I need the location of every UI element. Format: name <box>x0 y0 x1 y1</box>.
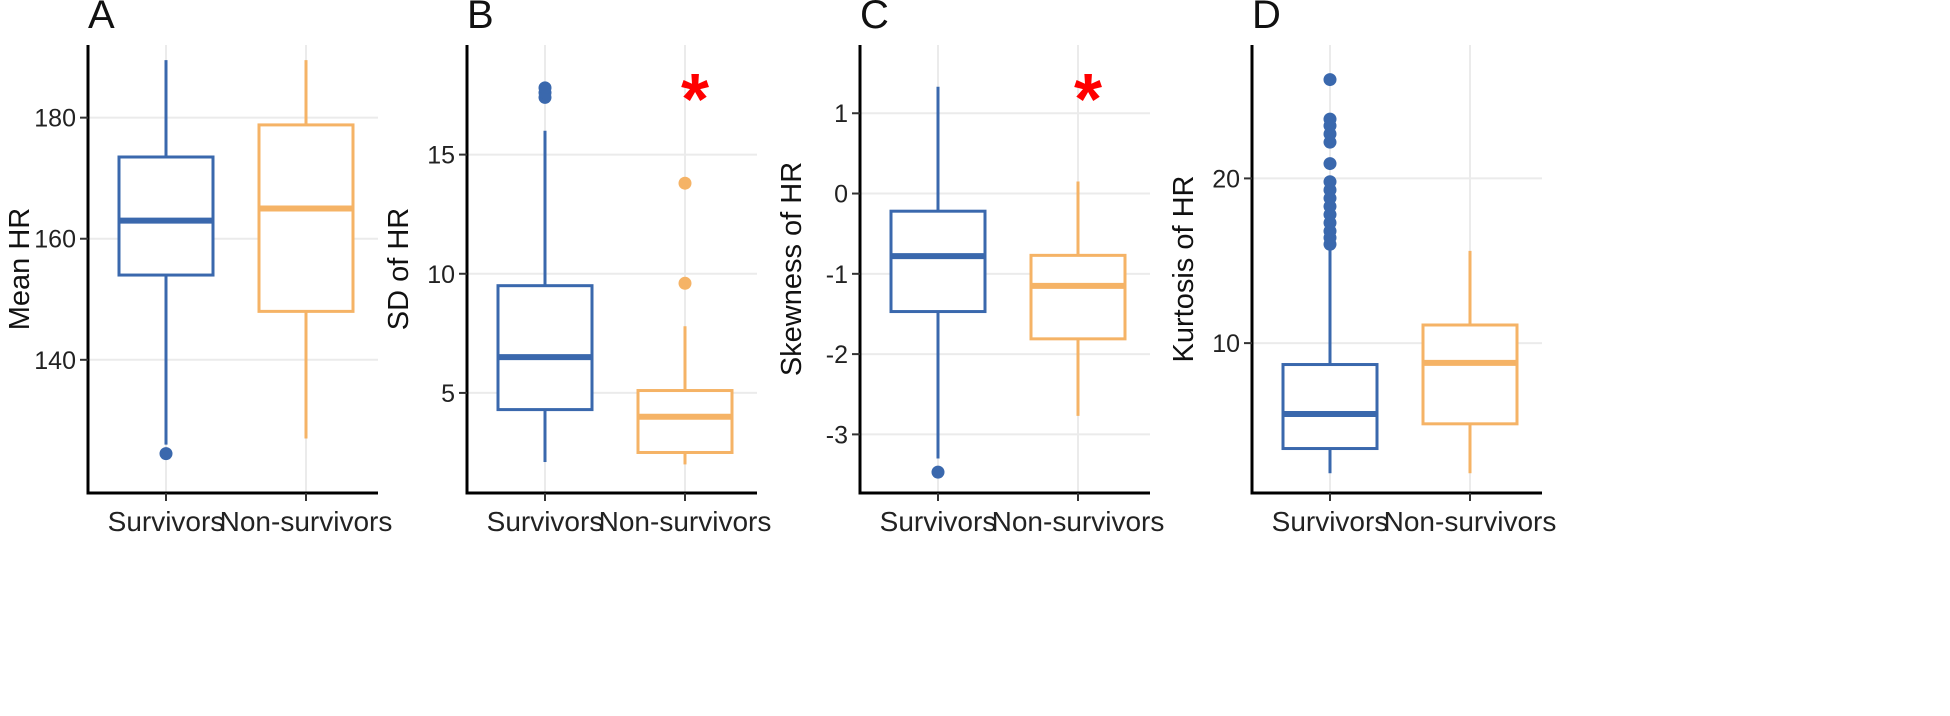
panel-label: D <box>1252 0 1281 37</box>
significance-star: * <box>681 60 709 140</box>
panel-label: A <box>88 0 115 37</box>
y-axis-title: Skewness of HR <box>776 162 808 376</box>
y-tick-label: 20 <box>1212 165 1240 193</box>
y-tick-label: 1 <box>834 100 848 128</box>
box-iqr <box>1281 363 1379 451</box>
box-iqr <box>636 389 734 454</box>
y-tick-label: 5 <box>441 380 455 408</box>
box-iqr <box>496 284 594 412</box>
outlier-point <box>1323 73 1337 87</box>
y-tick-label: -3 <box>826 421 848 449</box>
x-tick-label: Non-survivors <box>992 506 1165 537</box>
y-tick-label: 15 <box>427 142 455 170</box>
y-tick-label: 140 <box>34 347 76 375</box>
panel-label: C <box>860 0 889 37</box>
y-tick-label: -2 <box>826 341 848 369</box>
box-iqr <box>257 123 355 313</box>
outlier-point <box>931 465 945 479</box>
significance-star: * <box>1074 60 1102 140</box>
box-iqr <box>889 209 987 314</box>
y-axis-title: Mean HR <box>4 208 36 331</box>
box-survivors <box>496 81 594 463</box>
outlier-point <box>159 447 173 461</box>
y-axis-title: SD of HR <box>383 208 415 330</box>
box-iqr <box>1029 253 1127 341</box>
outlier-point <box>678 176 692 190</box>
outlier-point <box>1323 112 1337 126</box>
box-survivors <box>117 60 215 461</box>
panel-label: B <box>467 0 494 37</box>
box-non-survivors <box>257 60 355 439</box>
box-iqr <box>117 155 215 277</box>
y-axis-title: Kurtosis of HR <box>1168 176 1200 363</box>
y-tick-label: 160 <box>34 226 76 254</box>
x-tick-label: Survivors <box>487 506 604 537</box>
x-tick-label: Non-survivors <box>599 506 772 537</box>
box-survivors <box>1281 73 1379 474</box>
x-tick-label: Survivors <box>880 506 997 537</box>
x-tick-label: Non-survivors <box>220 506 393 537</box>
x-tick-label: Non-survivors <box>1384 506 1557 537</box>
outlier-point <box>538 81 552 95</box>
x-tick-label: Survivors <box>108 506 225 537</box>
y-tick-label: 180 <box>34 105 76 133</box>
y-tick-label: -1 <box>826 261 848 289</box>
outlier-point <box>1323 175 1337 189</box>
box-non-survivors <box>1029 181 1127 416</box>
x-tick-label: Survivors <box>1272 506 1389 537</box>
y-tick-label: 10 <box>427 261 455 289</box>
outlier-point <box>1323 157 1337 171</box>
box-iqr <box>1421 323 1519 426</box>
box-non-survivors <box>1421 250 1519 474</box>
y-tick-label: 10 <box>1212 330 1240 358</box>
box-non-survivors <box>636 176 734 465</box>
box-survivors <box>889 86 987 479</box>
y-tick-label: 0 <box>834 181 848 209</box>
outlier-point <box>678 276 692 290</box>
